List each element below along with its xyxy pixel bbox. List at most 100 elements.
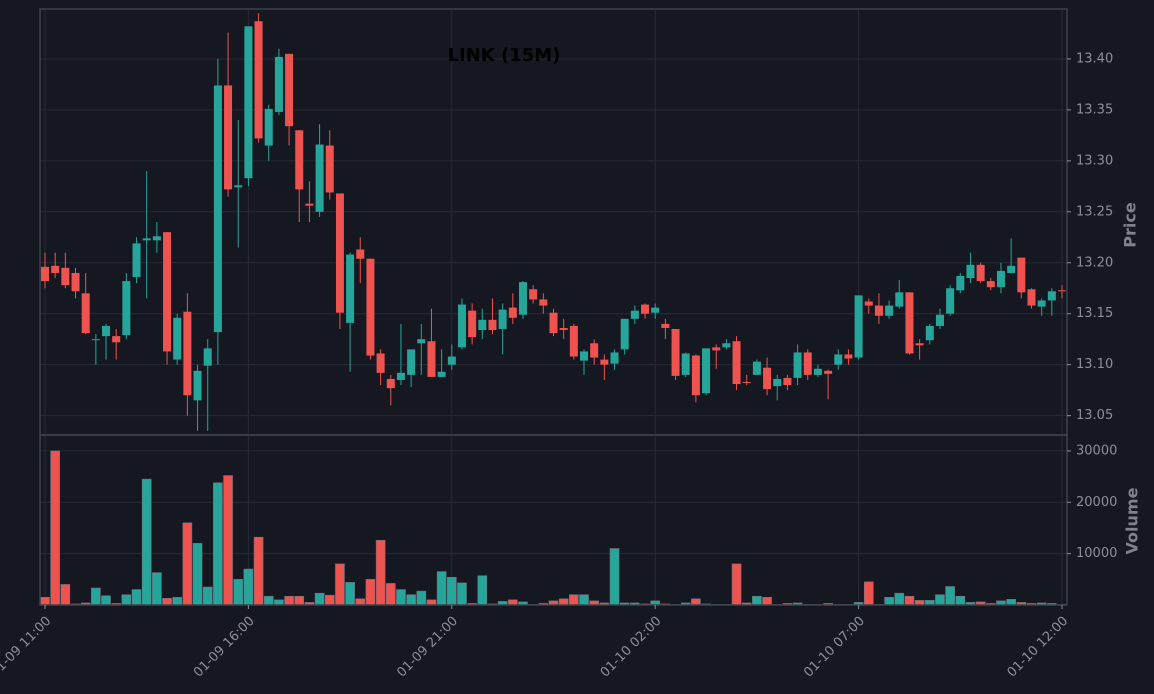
candle-body [295,130,304,190]
volume-bar [558,598,569,606]
candle-body [935,314,944,326]
y-tick-label: 13.15 [1076,306,1113,321]
volume-bar [202,586,213,606]
candle-body [986,281,995,288]
volume-bar [935,594,945,606]
volume-bar [60,584,71,606]
candle-body [773,378,782,387]
candle-body [783,377,792,386]
volume-bar [406,594,416,606]
volume-bar [91,587,101,606]
volume-bar [223,475,233,606]
volume-bar [508,599,518,606]
candle-body [834,354,843,365]
candle-body [610,352,619,364]
volume-bar [904,595,915,606]
volume-bar [182,522,193,606]
y-tick-label: 13.30 [1076,153,1113,168]
candle-body [213,85,222,333]
candle-body [264,108,273,146]
volume-bar [50,450,60,606]
y-tick-label: 13.05 [1076,408,1113,423]
volume-bar [691,598,701,606]
candle-body [651,307,660,313]
candle-body [122,281,131,336]
candle-body [81,293,90,334]
candle-body [305,203,314,206]
candle-body [203,348,212,366]
candle-body [417,339,426,344]
volume-axis-label: Volume [1123,487,1142,554]
volume-bar [579,594,589,606]
candle-body [813,368,822,375]
candle-body [386,378,395,389]
candle-body [244,26,253,179]
candle-body [152,236,161,241]
volume-bar [40,596,50,606]
candle-body [966,264,975,279]
candle-body [580,351,589,361]
volume-bar [731,563,742,606]
candle-body [712,347,721,351]
candle-body [671,329,680,376]
candle-body [1047,291,1056,301]
candle-body [996,270,1005,288]
candle-body [346,254,355,323]
candle-body [620,318,629,350]
volume-bar [172,596,183,606]
candle-body [396,372,405,380]
volume-bar [141,478,152,606]
volume-bar [284,595,294,606]
volume-bar [945,586,955,606]
candle-body [71,272,80,292]
candle-body [447,356,456,365]
candle-body [854,295,863,358]
candle-body [325,145,334,193]
volume-bar [253,536,264,606]
candle-body [91,339,100,341]
volume-bar [446,576,457,606]
volume-bar [365,579,376,606]
volume-bar [131,589,142,606]
volume-bar [385,583,396,606]
candle-body [722,343,731,348]
volume-bar [324,594,335,606]
volume-bar [233,579,244,606]
y-tick-label: 13.20 [1076,255,1113,270]
candle-body [590,343,599,358]
volume-bar [609,548,620,606]
candle-body [763,367,772,390]
volume-bar [955,595,966,606]
marks [40,13,1067,606]
candle-body [864,301,873,306]
candle-body [61,267,70,286]
candle-body [844,354,853,359]
candle-body [356,249,365,259]
volume-bar [416,590,427,606]
candle-body [549,312,558,334]
candle-body [315,144,324,212]
volume-bar [162,598,172,606]
candle-body [895,292,904,307]
volume-bar [375,539,386,606]
candle-body [803,352,812,375]
candle-body [539,299,548,306]
candle-body [885,305,894,316]
candle-body [1017,257,1026,293]
volume-bar [457,582,467,606]
y-tick-label: 20000 [1076,495,1117,510]
candle-body [102,325,111,337]
y-axis-label: Price [1121,202,1140,248]
candle-body [142,238,151,241]
volume-bar [243,568,254,606]
y-tick-label: 10000 [1076,546,1117,561]
volume-bar [335,563,345,606]
candle-body [569,325,578,357]
candle-body [468,310,477,338]
y-tick-label: 13.10 [1076,357,1113,372]
candle-body [41,266,49,282]
candle-body [498,309,507,330]
candle-body [163,232,172,352]
candle-body [641,304,650,314]
